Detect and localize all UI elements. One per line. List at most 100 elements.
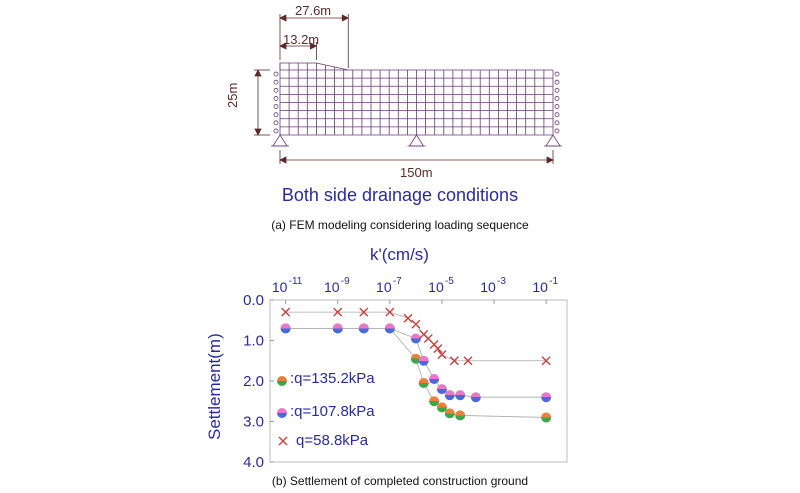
x-stroke xyxy=(423,333,433,343)
legend-item-107: :q=107.8kPa xyxy=(276,403,375,421)
x-tick-label: 10 xyxy=(480,279,496,295)
dimension-lines xyxy=(254,14,554,164)
x-axis-label: k'(cm/s) xyxy=(370,245,429,264)
dim-arrowhead xyxy=(279,156,287,164)
left-roller xyxy=(273,120,279,126)
data-point xyxy=(410,353,421,364)
data-point xyxy=(332,323,343,334)
data-point xyxy=(358,323,369,334)
dim-arrowhead xyxy=(341,14,350,22)
caption-a: (a) FEM modeling considering loading seq… xyxy=(271,218,529,232)
data-point xyxy=(418,355,429,366)
fem-mesh-drawing xyxy=(254,14,562,164)
data-point xyxy=(359,307,369,317)
pin-support xyxy=(408,134,425,147)
data-point xyxy=(418,378,429,389)
left-roller xyxy=(273,71,279,77)
x-tick-label: 10 xyxy=(428,279,444,295)
x-tick-sup: -5 xyxy=(445,276,454,287)
legend-marker-107 xyxy=(277,408,287,418)
legend-item-58: q=58.8kPa xyxy=(276,432,368,450)
left-roller xyxy=(273,104,279,109)
x-tick-sup: -1 xyxy=(549,276,558,287)
data-point xyxy=(455,410,466,421)
dimension-13-2m: 13.2m xyxy=(283,32,320,47)
legend-label-135: :q=135.2kPa xyxy=(290,370,375,387)
x-tick-label: 10 xyxy=(376,279,392,295)
x-stroke xyxy=(411,319,421,329)
right-roller xyxy=(554,96,560,101)
left-roller xyxy=(273,96,279,101)
data-point xyxy=(410,333,421,344)
data-point xyxy=(429,373,440,384)
data-point xyxy=(433,344,443,354)
data-point xyxy=(280,323,291,334)
legend-marker-135 xyxy=(277,376,287,386)
y-tick-label: 0.0 xyxy=(243,292,264,309)
right-roller xyxy=(554,120,560,126)
x-stroke xyxy=(419,329,429,339)
data-point xyxy=(436,384,447,395)
legend-label-58: q=58.8kPa xyxy=(296,432,369,449)
pin-support xyxy=(545,134,561,147)
data-point xyxy=(403,313,413,323)
dim-arrowhead xyxy=(254,69,262,77)
x-stroke xyxy=(541,356,551,366)
legend-item-135: :q=135.2kPa xyxy=(276,370,375,388)
dimension-150m: 150m xyxy=(400,165,433,180)
data-point xyxy=(436,402,447,413)
x-stroke xyxy=(433,344,443,354)
x-tick-sup: -11 xyxy=(289,276,303,287)
embankment-outline xyxy=(279,62,349,71)
left-roller xyxy=(273,112,279,118)
legend-label-107: :q=107.8kPa xyxy=(290,403,375,420)
right-roller xyxy=(554,104,560,109)
data-point xyxy=(429,396,440,407)
y-tick-label: 4.0 xyxy=(243,454,264,471)
left-roller xyxy=(273,87,279,93)
dimension-25m: 25m xyxy=(225,82,240,108)
x-stroke xyxy=(281,307,291,317)
caption-b: (b) Settlement of completed construction… xyxy=(271,474,529,488)
x-stroke xyxy=(359,307,369,317)
data-point xyxy=(449,356,459,366)
x-stroke xyxy=(403,313,413,323)
dimension-27-6m: 27.6m xyxy=(295,3,332,18)
right-roller xyxy=(554,71,560,77)
data-point xyxy=(384,323,395,334)
data-point xyxy=(444,408,455,419)
data-point xyxy=(463,356,473,366)
x-tick-label: 10 xyxy=(532,279,548,295)
left-roller xyxy=(273,79,279,85)
y-tick-label: 3.0 xyxy=(243,414,264,431)
x-tick-label: 10 xyxy=(324,279,340,295)
data-point xyxy=(541,392,552,403)
mesh-grid xyxy=(271,62,562,147)
right-roller xyxy=(554,128,560,134)
data-point xyxy=(333,307,343,317)
right-roller xyxy=(554,79,560,85)
data-point xyxy=(385,307,395,317)
y-tick-label: 1.0 xyxy=(243,333,264,350)
dim-arrowhead xyxy=(546,156,554,164)
x-stroke xyxy=(385,307,395,317)
x-tick-sup: -9 xyxy=(341,276,350,287)
x-stroke xyxy=(437,350,447,360)
data-point xyxy=(437,350,447,360)
drainage-condition-label: Both side drainage conditions xyxy=(281,185,519,205)
y-tick-label: 2.0 xyxy=(243,373,264,390)
pin-support xyxy=(272,134,288,147)
left-roller xyxy=(273,128,279,134)
dim-arrowhead xyxy=(279,42,287,50)
x-tick-sup: -7 xyxy=(393,276,402,287)
data-point xyxy=(541,356,551,366)
x-stroke xyxy=(278,436,288,446)
data-point xyxy=(455,390,466,401)
data-point xyxy=(470,392,481,403)
data-point xyxy=(541,412,552,423)
dim-arrowhead xyxy=(309,42,318,50)
dim-arrowhead xyxy=(279,14,287,22)
right-roller xyxy=(554,112,560,118)
data-point xyxy=(444,390,455,401)
x-tick-sup: -3 xyxy=(497,276,506,287)
